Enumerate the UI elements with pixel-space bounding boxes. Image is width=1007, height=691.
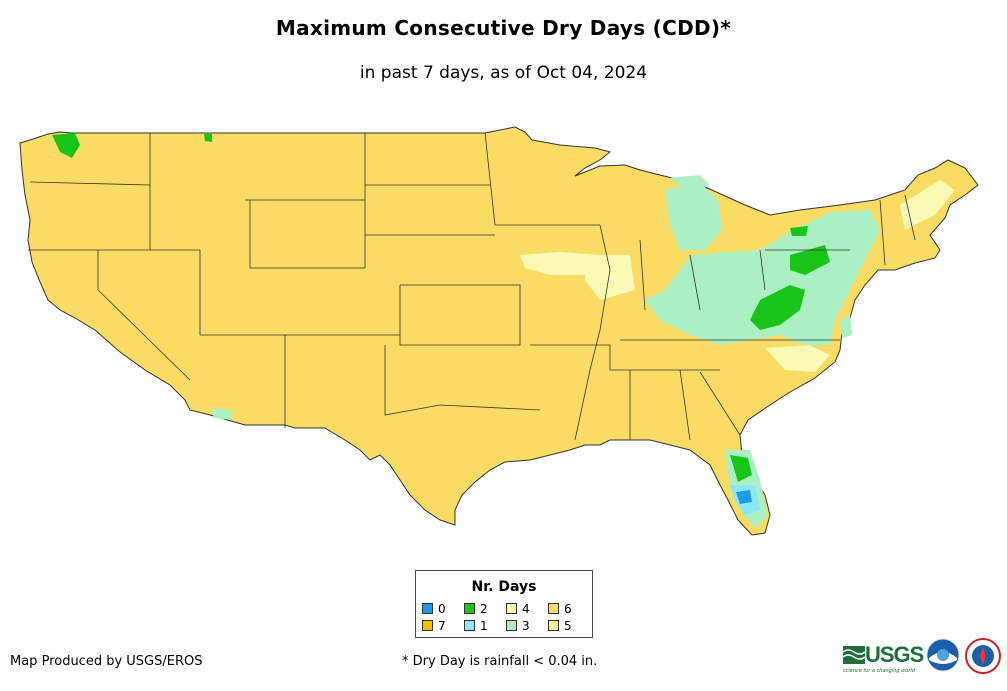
usgs-wave-icon: [843, 646, 865, 664]
patch-northeast-light: [900, 180, 955, 230]
cdd-map: [19, 126, 979, 536]
patch-florida-green2: [730, 455, 752, 482]
legend-item-7: 7: [422, 618, 464, 633]
patch-florida-deep: [736, 490, 752, 504]
legend-label-0: 0: [438, 601, 446, 616]
legend-swatch-4: [506, 603, 517, 614]
patch-idaho: [204, 134, 212, 142]
patch-pennsylvania: [790, 245, 830, 275]
border-ohio: [689, 249, 766, 311]
legend-item-6: 6: [548, 601, 590, 616]
legend-swatch-1: [464, 620, 475, 631]
legend-swatch-7: [422, 620, 433, 631]
legend-item-3: 3: [506, 618, 548, 633]
legend-label-2: 2: [480, 601, 488, 616]
border-plains: [399, 284, 521, 346]
usgs-wordmark: USGS: [865, 642, 924, 667]
wet-patches: [52, 133, 955, 528]
border-northeast: [879, 194, 916, 266]
legend-swatch-6: [548, 603, 559, 614]
legend-label-1: 1: [480, 618, 488, 633]
patch-arizona: [212, 408, 232, 420]
border-ca-nv: [97, 250, 191, 381]
patch-delmarva: [840, 315, 852, 338]
legend-item-0: 0: [422, 601, 464, 616]
legend: Nr. Days 0 2 4 6 7 1 3: [415, 570, 593, 638]
patch-illinois-light: [585, 255, 635, 300]
legend-swatch-0: [422, 603, 433, 614]
legend-title: Nr. Days: [471, 579, 537, 595]
patch-washington: [52, 133, 80, 158]
legend-label-6: 6: [564, 601, 572, 616]
map-title: Maximum Consecutive Dry Days (CDD)*: [275, 16, 732, 40]
patch-iowa-light: [520, 252, 600, 275]
legend-item-5: 5: [548, 618, 590, 633]
border-ok-tx: [384, 345, 541, 416]
legend-item-2: 2: [464, 601, 506, 616]
legend-label-5: 5: [564, 618, 572, 633]
legend-label-3: 3: [522, 618, 530, 633]
border-mississippi: [574, 224, 611, 441]
legend-label-4: 4: [522, 601, 530, 616]
footnote: * Dry Day is rainfall < 0.04 in.: [402, 654, 598, 669]
border-gulf-states: [629, 369, 741, 441]
patch-wisconsin-upper: [670, 175, 710, 190]
usgs-logo: USGS science for a changing world: [843, 642, 924, 674]
border-mn-ia: [484, 132, 600, 226]
legend-label-7: 7: [438, 618, 446, 633]
patch-appalachia: [750, 285, 805, 330]
patch-lake-erie: [790, 226, 808, 236]
nws-logo-icon: [965, 638, 1001, 674]
legend-swatch-3: [506, 620, 517, 631]
legend-item-4: 4: [506, 601, 548, 616]
border-wy-co: [249, 200, 365, 269]
legend-item-1: 1: [464, 618, 506, 633]
patch-virginia-light: [765, 345, 830, 372]
patch-ohio-valley: [645, 210, 880, 345]
us-landmass: [19, 126, 979, 536]
patch-michigan: [665, 182, 722, 250]
noaa-logo-icon: [926, 638, 960, 672]
border-dakotas: [364, 133, 495, 268]
map-credit: Map Produced by USGS/EROS: [10, 654, 203, 669]
legend-swatch-5: [548, 620, 559, 631]
border-mid-south: [530, 344, 720, 371]
map-subtitle: in past 7 days, as of Oct 04, 2024: [359, 63, 648, 83]
border-rockies: [199, 250, 286, 428]
usgs-tagline: science for a changing world: [843, 668, 915, 674]
border-great-lakes: [639, 239, 850, 311]
legend-swatch-2: [464, 603, 475, 614]
legend-grid: 0 2 4 6 7 1 3 5: [422, 601, 590, 633]
agency-logos: USGS science for a changing world: [843, 636, 1003, 678]
state-borders: [28, 132, 916, 441]
border-wa-or: [29, 181, 151, 186]
